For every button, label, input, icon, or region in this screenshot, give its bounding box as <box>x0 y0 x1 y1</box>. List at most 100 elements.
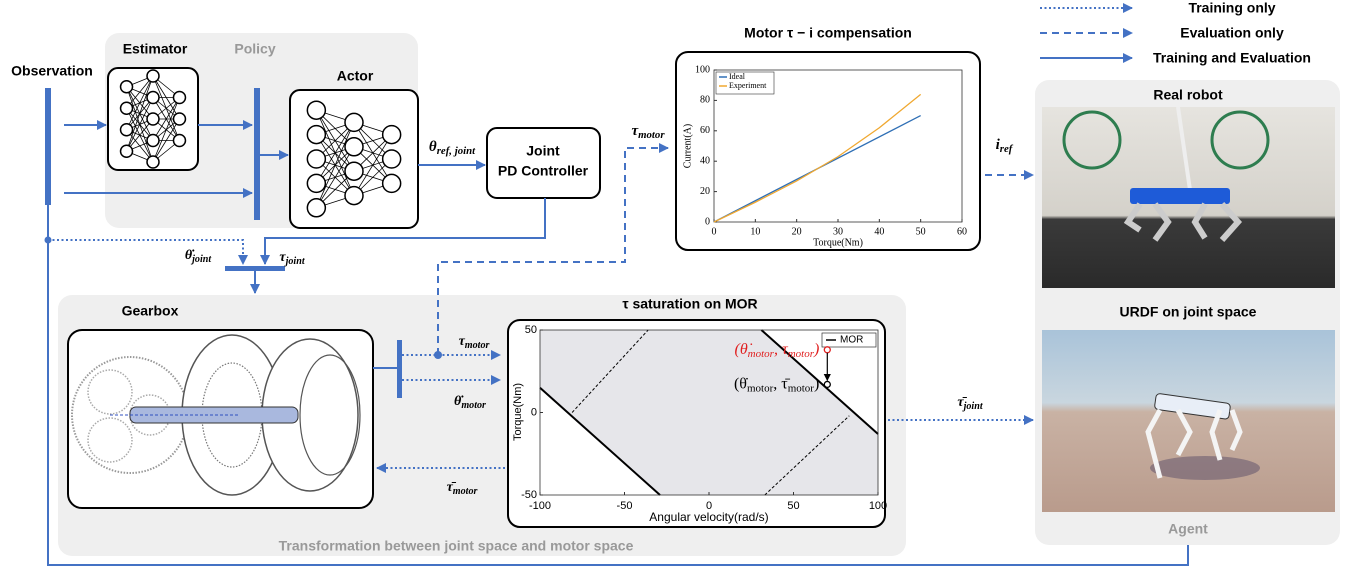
legend-label: MOR <box>840 335 863 346</box>
theta-ref-joint: θref, joint <box>429 139 476 157</box>
observation-label: Observation <box>11 63 93 79</box>
legend-label: Evaluation only <box>1180 25 1284 41</box>
robot-body <box>1130 188 1230 204</box>
legend-label: Training only <box>1188 0 1275 16</box>
x-tick-label: 60 <box>957 226 967 237</box>
symbol: θ <box>429 139 437 155</box>
subscript: motor <box>465 340 490 351</box>
tau-motor-top: τmotor <box>631 123 665 141</box>
network-node <box>383 174 401 192</box>
subscript: motor <box>453 486 478 497</box>
tau-joint: τjoint <box>279 250 305 267</box>
y-tick-label: 60 <box>700 125 710 136</box>
network-node <box>147 92 159 104</box>
tau-bar-joint: τ̄joint <box>957 395 983 412</box>
y-tick-label: 50 <box>525 324 537 336</box>
network-node <box>147 156 159 168</box>
subscript: ref, joint <box>437 145 476 157</box>
transformation-label: Transformation between joint space and m… <box>279 538 634 554</box>
panel-footer: Agent <box>1168 521 1208 537</box>
network-node <box>307 150 325 168</box>
y-tick-label: 20 <box>700 186 710 197</box>
gearbox-label: Gearbox <box>122 303 179 319</box>
y-tick-label: 0 <box>705 216 710 227</box>
x-tick-label: -100 <box>529 500 551 512</box>
label-part: ) <box>813 340 819 357</box>
network-node <box>307 101 325 119</box>
panel-title: URDF on joint space <box>1120 304 1257 320</box>
subscript: motor <box>461 400 486 411</box>
subscript: motor <box>638 129 665 141</box>
subscript: motor <box>748 347 775 359</box>
y-tick-label: 40 <box>700 155 710 166</box>
y-axis-label: Torque(Nm) <box>512 383 524 441</box>
y-tick-label: 80 <box>700 95 710 106</box>
x-tick-label: 50 <box>916 226 926 237</box>
y-tick-label: 100 <box>695 64 710 75</box>
diagram: Training only Evaluation only Training and… <box>0 0 1353 572</box>
network-node <box>345 113 363 131</box>
junction <box>434 351 442 359</box>
network-node <box>147 70 159 82</box>
network-node <box>173 113 185 125</box>
x-tick-label: 30 <box>833 226 843 237</box>
network-node <box>173 135 185 147</box>
estimator-label: Estimator <box>123 41 188 57</box>
x-axis-label: Torque(Nm) <box>813 237 863 248</box>
x-tick-label: 50 <box>787 500 799 512</box>
label-part: ) <box>814 375 819 392</box>
legend-label: Experiment <box>729 81 767 90</box>
network-node <box>121 145 133 157</box>
label-part: (θ̇ <box>734 375 748 392</box>
y-tick-label: 0 <box>531 406 537 418</box>
chart-title: Motor τ − i compensation <box>744 25 912 41</box>
wire <box>48 240 243 264</box>
actor-label: Actor <box>337 68 374 84</box>
network-node <box>173 92 185 104</box>
x-tick-label: 100 <box>869 500 887 512</box>
network-node <box>307 199 325 217</box>
chart-title: τ saturation on MOR <box>622 296 757 312</box>
x-tick-label: -50 <box>617 500 633 512</box>
x-tick-label: 0 <box>712 226 717 237</box>
network-node <box>383 126 401 144</box>
x-tick-label: 10 <box>750 226 760 237</box>
pd-label: PD Controller <box>498 163 589 179</box>
x-axis-label: Angular velocity(rad/s) <box>649 510 768 524</box>
network-node <box>121 124 133 136</box>
theta-dot-joint: θ̇joint <box>185 248 213 265</box>
subscript: ref <box>1000 143 1014 155</box>
x-tick-label: 40 <box>874 226 884 237</box>
network-node <box>307 174 325 192</box>
i-ref: iref <box>996 137 1014 155</box>
panel-title: Real robot <box>1153 87 1223 103</box>
x-tick-label: 20 <box>792 226 802 237</box>
subscript: motor <box>788 347 815 359</box>
subscript: motor <box>747 382 774 394</box>
network-node <box>147 113 159 125</box>
urdf-render <box>1042 330 1335 512</box>
observation-bar <box>45 88 51 205</box>
subscript: joint <box>190 254 212 265</box>
y-axis-label: Current(A) <box>682 124 693 168</box>
subscript: joint <box>284 256 306 267</box>
network-node <box>383 150 401 168</box>
network-node <box>345 187 363 205</box>
network-node <box>307 126 325 144</box>
sum-bar <box>225 266 285 271</box>
network-node <box>147 135 159 147</box>
subscript: motor <box>788 382 815 394</box>
robot-shadow <box>1150 456 1260 480</box>
legend-label: Training and Evaluation <box>1153 50 1311 66</box>
legend-label: Ideal <box>729 72 746 81</box>
subscript: joint <box>962 401 984 412</box>
y-tick-label: -50 <box>521 489 537 501</box>
concat-bar <box>254 88 260 220</box>
network-node <box>121 102 133 114</box>
split-bar <box>397 340 402 398</box>
network-node <box>345 162 363 180</box>
policy-label: Policy <box>234 41 275 57</box>
network-node <box>345 138 363 156</box>
network-node <box>121 81 133 93</box>
pd-label: Joint <box>526 143 560 159</box>
